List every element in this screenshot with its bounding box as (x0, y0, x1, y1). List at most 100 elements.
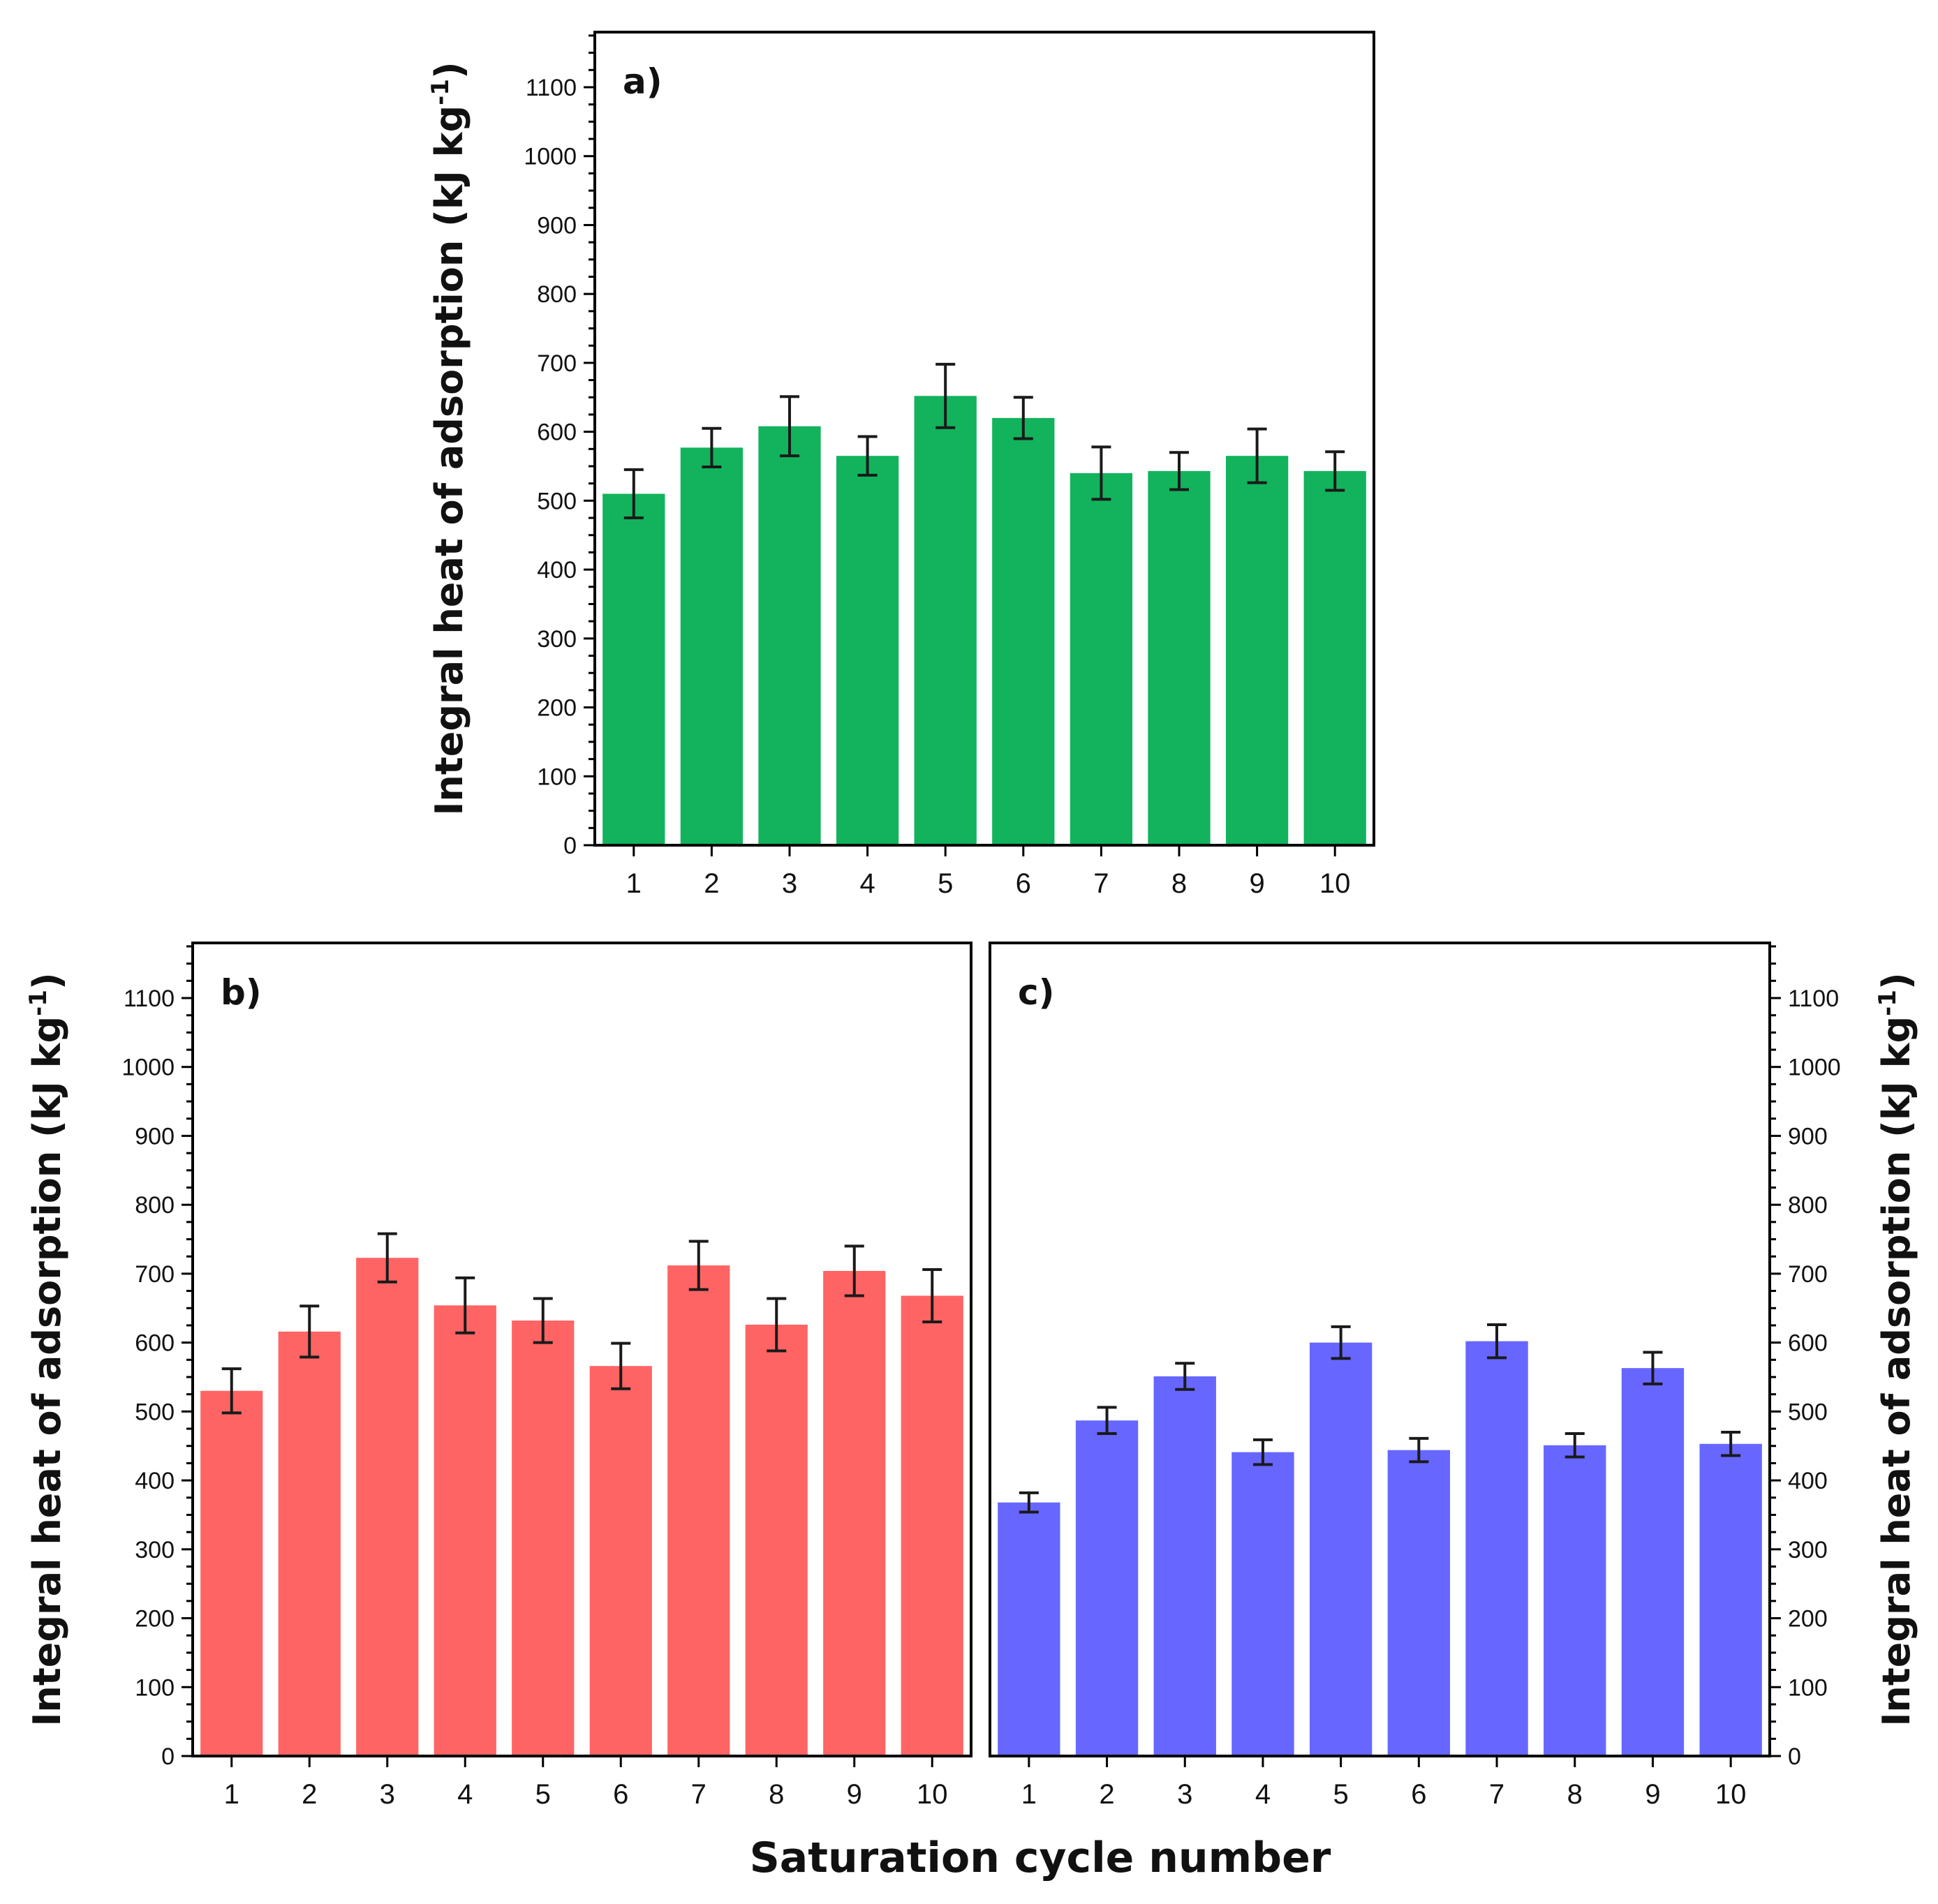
x-tick-label: 1 (1021, 1779, 1037, 1810)
y-tick-label: 900 (1788, 1123, 1828, 1150)
x-tick-label: 4 (1255, 1779, 1271, 1810)
x-tick-label: 5 (938, 868, 953, 899)
bar (758, 426, 821, 844)
y-tick-label: 100 (135, 1674, 175, 1701)
bar (1544, 1445, 1606, 1755)
y-tick-label: 200 (135, 1606, 175, 1632)
y-tick-label: 100 (1788, 1674, 1828, 1701)
bar (992, 417, 1055, 844)
panel-c: 0 100 200 300 400 500 600 700 800 900 1000 1100 1 2 3 4… (989, 942, 1918, 1810)
y-tick-label: 1000 (1788, 1055, 1841, 1081)
y-tick-label: 1100 (124, 986, 175, 1012)
bar (901, 1295, 963, 1755)
bar (589, 1366, 652, 1755)
bar (667, 1265, 730, 1755)
bar (1225, 456, 1289, 844)
bar (1148, 470, 1211, 844)
x-tick-label: 7 (1489, 1779, 1504, 1810)
y-tick-label: 800 (135, 1192, 175, 1219)
x-tick-label: 8 (1171, 868, 1187, 899)
y-tick-label: 200 (1788, 1606, 1828, 1632)
bar (914, 396, 977, 844)
x-tick-label: 10 (1319, 868, 1351, 899)
panel-label: a) (623, 61, 663, 102)
bar (745, 1324, 808, 1755)
bar (1070, 473, 1133, 844)
x-tick-label: 10 (1715, 1779, 1747, 1810)
y-tick-label: 500 (1788, 1399, 1828, 1425)
x-tick-label: 9 (1645, 1779, 1660, 1810)
bar (512, 1321, 575, 1755)
x-tick-label: 1 (224, 1779, 239, 1810)
x-tick-label: 6 (1411, 1779, 1426, 1810)
y-tick-label: 800 (537, 281, 577, 308)
y-tick-label: 800 (1788, 1192, 1828, 1219)
bar (1621, 1368, 1685, 1755)
x-tick-label: 7 (691, 1779, 707, 1810)
x-tick-label: 6 (613, 1779, 628, 1810)
panel-label: b) (221, 972, 262, 1013)
bar (1699, 1443, 1762, 1755)
bar (1309, 1342, 1373, 1755)
y-tick-label: 300 (537, 626, 577, 653)
y-tick-label: 700 (135, 1261, 175, 1288)
x-tick-label: 5 (1333, 1779, 1349, 1810)
plot-frame (989, 942, 1771, 1757)
bar (278, 1331, 341, 1755)
plot-frame (593, 31, 1375, 847)
y-tick-label: 400 (537, 557, 577, 583)
panel-a: 0 100 200 300 400 500 600 700 800 900 1000 1100 1 2 3 4… (427, 31, 1375, 899)
y-tick-label: 900 (135, 1123, 175, 1150)
bar (1387, 1450, 1451, 1755)
y-tick-label: 600 (537, 419, 577, 446)
y-axis-label: Integral heat of adsorption (kJ kg-1) (427, 61, 471, 815)
y-tick-label: 500 (135, 1399, 175, 1425)
y-tick-label: 1000 (121, 1055, 175, 1081)
x-tick-label: 9 (847, 1779, 862, 1810)
y-tick-label: 700 (1788, 1261, 1828, 1288)
bar (1075, 1420, 1139, 1755)
y-tick-label: 600 (135, 1330, 175, 1357)
y-tick-label: 600 (1788, 1330, 1828, 1357)
bar (1303, 470, 1366, 844)
y-tick-label: 900 (537, 212, 577, 239)
y-tick-label: 400 (1788, 1468, 1828, 1494)
x-tick-label: 8 (1567, 1779, 1583, 1810)
bar (1231, 1452, 1294, 1755)
x-tick-label: 3 (1177, 1779, 1192, 1810)
x-tick-label: 8 (769, 1779, 784, 1810)
x-tick-label: 2 (704, 868, 719, 899)
x-tick-label: 4 (457, 1779, 473, 1810)
x-tick-label: 9 (1249, 868, 1264, 899)
bar (602, 493, 665, 844)
x-tick-label: 10 (917, 1779, 948, 1810)
y-tick-label: 200 (537, 695, 577, 722)
x-tick-label: 7 (1093, 868, 1109, 899)
bar (1153, 1376, 1216, 1755)
y-tick-label: 500 (537, 488, 577, 514)
bar (356, 1258, 419, 1755)
x-tick-label: 3 (380, 1779, 395, 1810)
x-tick-label: 6 (1016, 868, 1031, 899)
shared-x-axis-label: Saturation cycle number (750, 1834, 1331, 1882)
bar (434, 1305, 496, 1755)
y-tick-label: 400 (135, 1468, 175, 1494)
panel-label: c) (1018, 972, 1055, 1013)
y-tick-label: 100 (537, 764, 577, 790)
y-tick-label: 700 (537, 350, 577, 377)
x-tick-label: 3 (782, 868, 797, 899)
y-axis-label: Integral heat of adsorption (kJ kg-1) (24, 972, 69, 1726)
x-tick-label: 4 (859, 868, 875, 899)
x-tick-label: 5 (535, 1779, 551, 1810)
y-axis-label: Integral heat of adsorption (kJ kg-1) (1874, 972, 1918, 1726)
y-tick-label: 300 (135, 1537, 175, 1563)
y-tick-label: 1000 (524, 144, 577, 170)
x-tick-label: 2 (1099, 1779, 1114, 1810)
bar (200, 1390, 263, 1755)
bar (998, 1502, 1060, 1755)
bar (823, 1270, 886, 1755)
y-tick-label: 300 (1788, 1537, 1828, 1563)
y-tick-label: 1100 (526, 75, 577, 101)
panel-b: 0 100 200 300 400 500 600 700 800 900 1000 1100 1 2 3 4… (24, 942, 972, 1810)
